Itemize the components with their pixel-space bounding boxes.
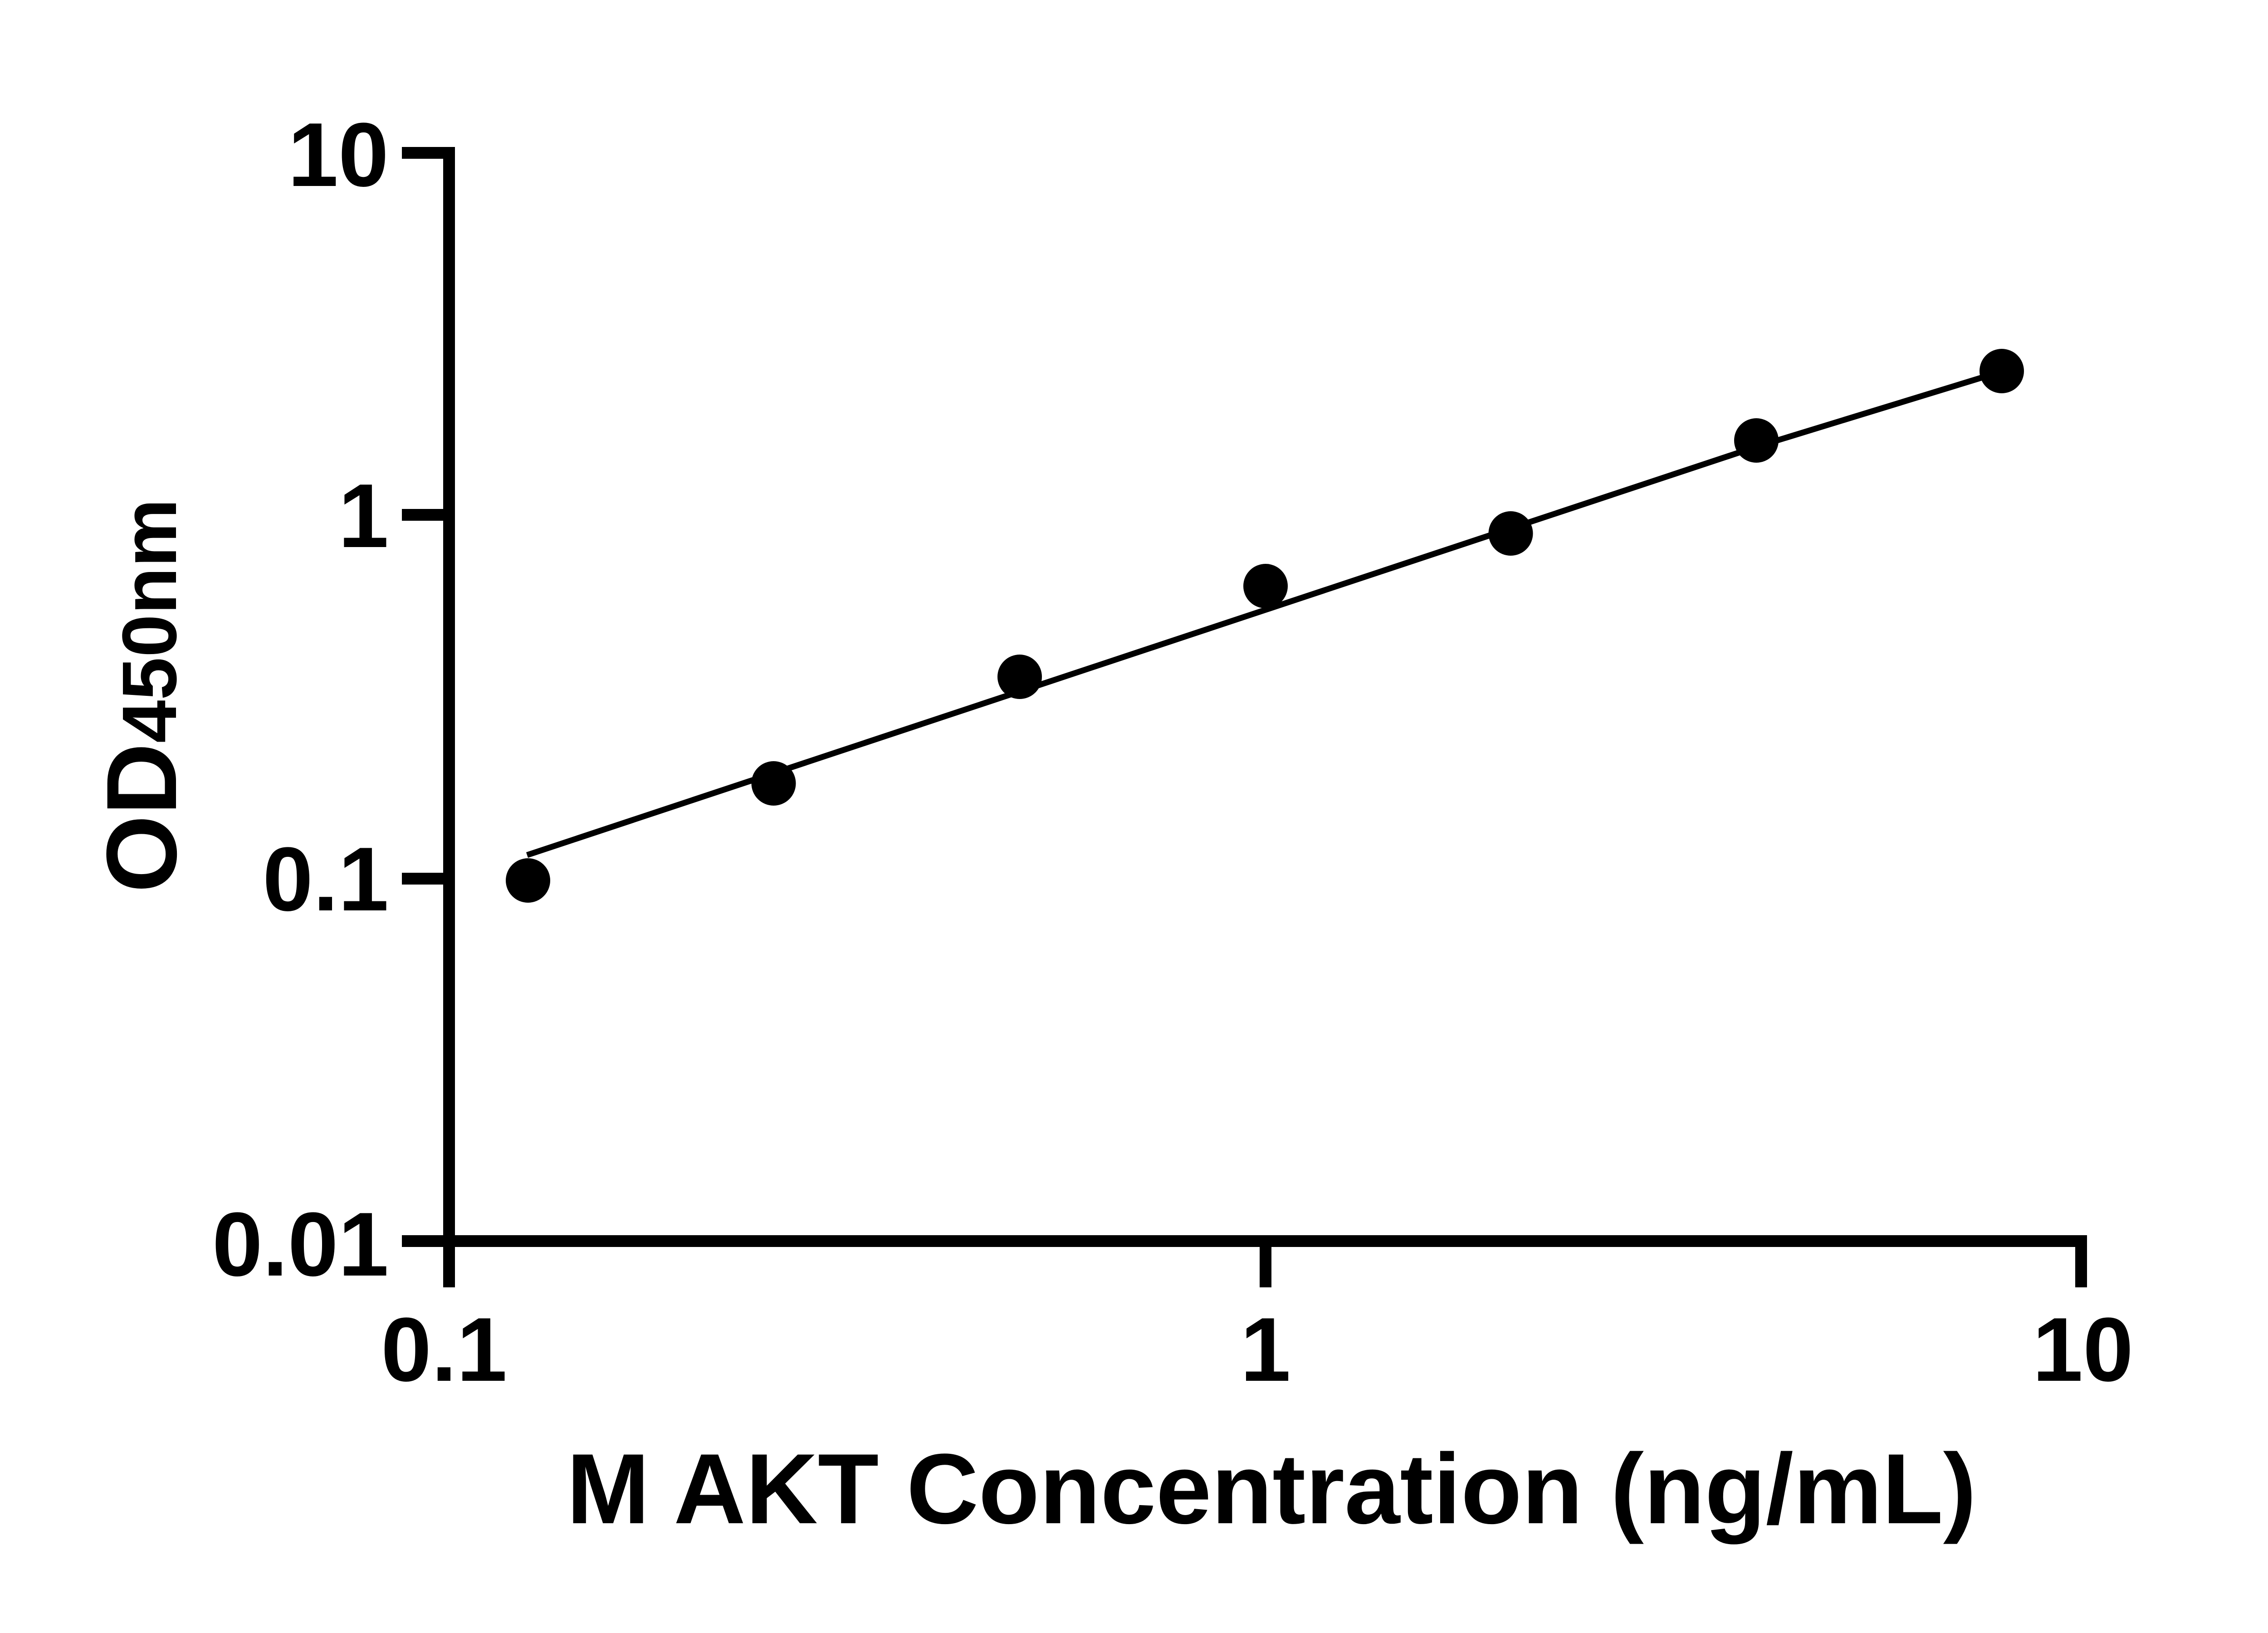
svg-text:10: 10 — [288, 104, 389, 205]
svg-text:0.1: 0.1 — [263, 829, 389, 930]
svg-text:0.1: 0.1 — [381, 1299, 507, 1400]
svg-text:OD450nm: OD450nm — [86, 499, 197, 893]
svg-text:10: 10 — [2033, 1299, 2133, 1400]
svg-text:1: 1 — [1240, 1299, 1290, 1400]
svg-text:M AKT Concentration (ng/mL): M AKT Concentration (ng/mL) — [567, 1433, 1976, 1545]
svg-text:0.01: 0.01 — [212, 1194, 389, 1295]
svg-text:1: 1 — [338, 465, 389, 567]
